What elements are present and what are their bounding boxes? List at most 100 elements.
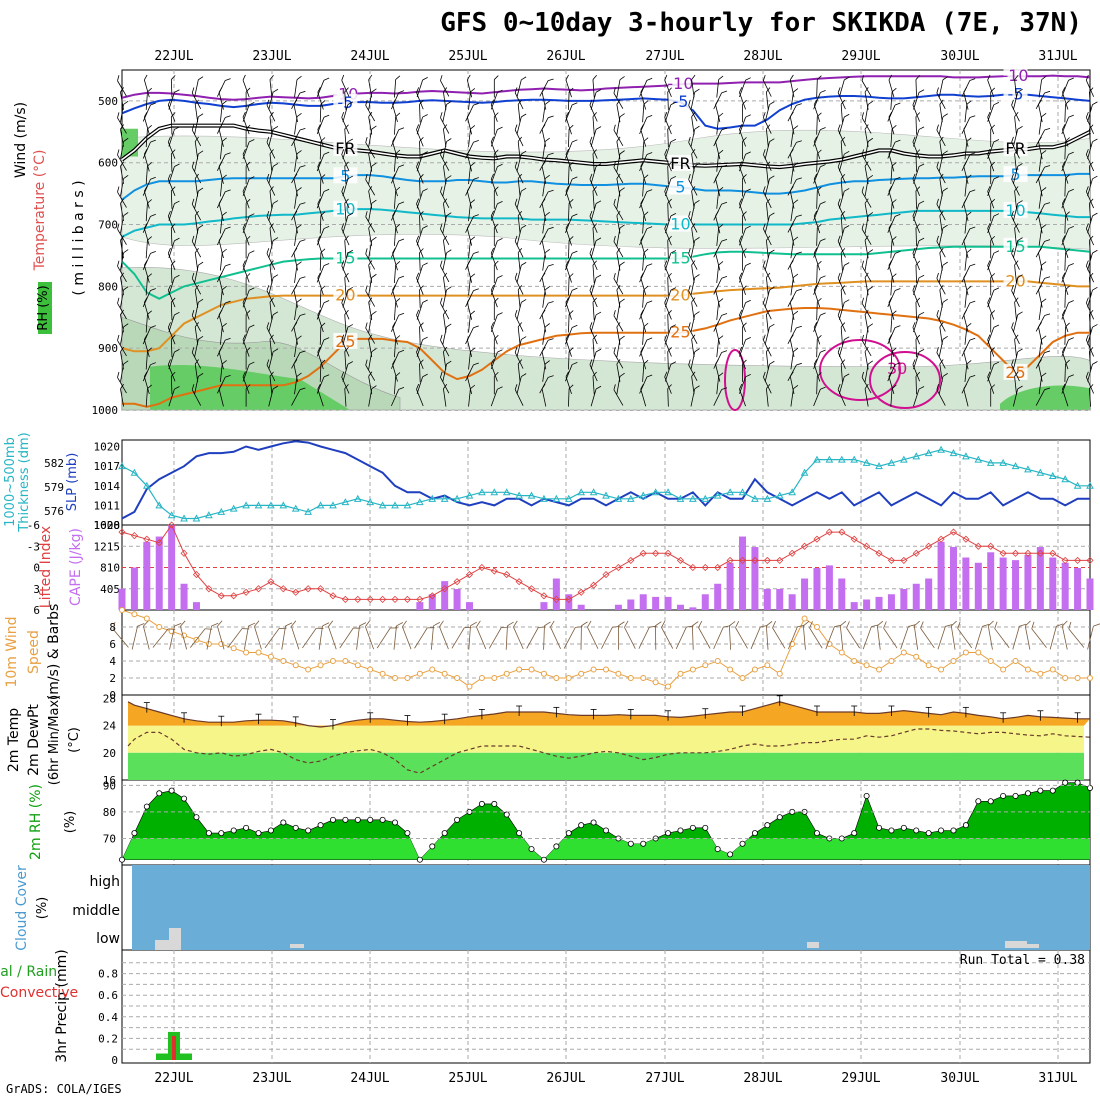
wind-barb [713, 387, 728, 406]
wind-barb [194, 173, 199, 197]
barb-staff [1068, 628, 1085, 648]
barb-staff [888, 302, 895, 320]
barb-flag [1041, 335, 1047, 340]
wind-barb [640, 124, 647, 147]
li-marker [391, 595, 399, 603]
barb-flag [864, 309, 869, 315]
wind-barb [145, 162, 152, 185]
barb-staff [145, 314, 148, 333]
barb-staff [218, 203, 224, 222]
barb-staff [789, 265, 795, 283]
barb-staff [864, 388, 869, 407]
thickness-marker [180, 514, 188, 522]
li-marker [428, 592, 436, 600]
barb-staff [813, 389, 821, 407]
barb-flag [242, 186, 246, 192]
wind-barb [589, 136, 598, 159]
wind-barb [664, 213, 677, 234]
wind-barb-10m [206, 622, 219, 650]
barb-flag [416, 346, 420, 353]
wind-barb [143, 74, 150, 98]
wind-barb [691, 260, 696, 283]
barb-flag [191, 198, 195, 205]
wind-barb [936, 198, 946, 221]
wind-barb [1087, 138, 1098, 160]
barb-flag [1041, 224, 1047, 229]
barb-staff [838, 191, 845, 209]
barb-staff [1085, 191, 1095, 209]
wind-barb [120, 286, 129, 308]
barb-staff [167, 290, 176, 308]
wind-barb [291, 276, 306, 295]
wind-speed-marker [553, 675, 560, 681]
wind-barb [517, 322, 523, 345]
barb-staff [419, 252, 421, 271]
barb-staff [568, 128, 570, 148]
barb-flag [844, 113, 850, 118]
wind-barb [939, 285, 944, 308]
barb-flag [939, 359, 944, 365]
wind-barb [913, 163, 925, 184]
contour-label-bg [668, 215, 693, 232]
barb-flag [466, 334, 471, 340]
wind-barb [392, 136, 398, 160]
barb-flag [592, 334, 597, 340]
barb-flag [147, 162, 152, 167]
barb-staff [938, 190, 944, 209]
wind-speed-marker [342, 658, 349, 664]
wind-barb-10m [825, 624, 842, 650]
li-marker [453, 578, 461, 586]
barb-staff [319, 215, 322, 234]
slp-tick-label: 1017 [94, 460, 121, 473]
wind-barb [1087, 212, 1098, 234]
cape-bar [1061, 562, 1069, 610]
barb-flag [844, 150, 850, 155]
barb-flag [473, 102, 479, 106]
wind-barb-10m [957, 621, 973, 649]
barb-flag [595, 126, 602, 130]
barb-staff [640, 351, 647, 370]
barb-staff [840, 326, 843, 345]
barb-flag [864, 235, 869, 241]
barb-staff [490, 290, 498, 308]
barb-flag [299, 202, 306, 205]
barb-staff [840, 252, 843, 271]
barb-staff [516, 228, 522, 246]
wind-barb [613, 87, 624, 109]
wind-barb [493, 223, 499, 246]
barb-flag [291, 620, 297, 627]
wind-barb [590, 274, 602, 296]
barb-staff [1012, 166, 1019, 184]
wind-barb [143, 260, 150, 283]
barb-flag [490, 359, 494, 365]
wind-speed-marker [987, 658, 994, 664]
barb-staff [1012, 92, 1019, 110]
rh-marker [665, 830, 672, 837]
wind-barb [242, 186, 250, 209]
wind-barb [664, 186, 672, 209]
barb-staff [987, 117, 995, 135]
barb-flag [249, 324, 255, 328]
barb-flag [521, 262, 527, 266]
barb-flag [174, 349, 180, 353]
barb-flag [347, 212, 354, 217]
barb-staff [466, 339, 473, 358]
wind-speed-marker [603, 666, 609, 673]
barb-staff [939, 326, 943, 345]
barb-flag [568, 199, 574, 204]
barb-flag [589, 359, 593, 365]
wind-barb [913, 237, 925, 258]
wind-barb [1062, 124, 1069, 147]
barb-staff [266, 327, 276, 345]
barb-staff [589, 216, 598, 233]
barb-flag [694, 125, 700, 130]
barb-flag [198, 298, 204, 303]
barb-staff [739, 129, 746, 147]
barb-flag [912, 322, 916, 328]
barb-flag [1017, 126, 1023, 130]
thickness-marker [949, 449, 958, 457]
barb-staff [1014, 153, 1017, 172]
barb-flag [820, 386, 826, 390]
barb-flag [317, 346, 321, 353]
barb-staff [1085, 117, 1095, 135]
